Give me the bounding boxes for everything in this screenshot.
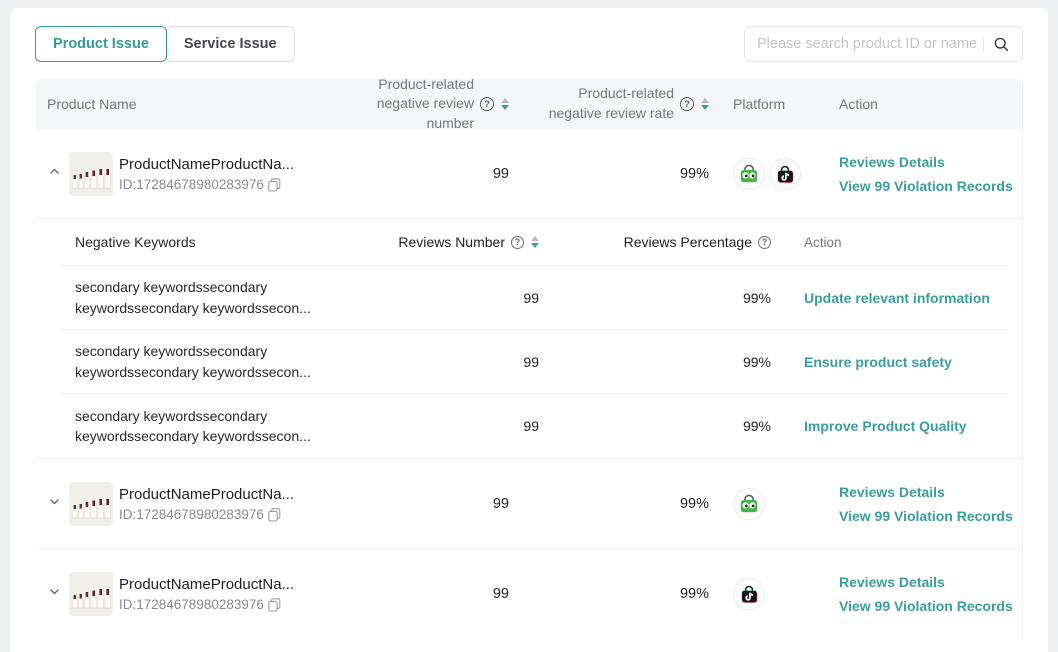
product-row: ProductNameProductNa... ID:1728467898028…: [35, 549, 1022, 639]
tab-product-issue[interactable]: Product Issue: [35, 26, 167, 62]
reviews-number-value: 99: [523, 418, 539, 434]
reviews-percentage-value: 99%: [742, 418, 771, 434]
reviews-percentage-value: 99%: [742, 353, 771, 370]
tokopedia-icon: [733, 487, 765, 520]
product-thumbnail: [69, 572, 113, 616]
search-box[interactable]: [744, 26, 1023, 62]
negative-review-number-value: 99: [492, 165, 509, 182]
help-icon[interactable]: [480, 97, 494, 111]
keyword-row: secondary keywordssecondary keywordsseco…: [60, 330, 1009, 394]
product-issue-table: Product Name Product-related negative re…: [35, 76, 1023, 639]
copy-icon[interactable]: [267, 177, 282, 192]
product-row: ProductNameProductNa... ID:1728467898028…: [35, 129, 1022, 219]
search-divider: [983, 36, 984, 52]
update-relevant-information-link[interactable]: Update relevant information: [804, 289, 990, 306]
keyword-row: secondary keywordssecondary keywordsseco…: [60, 394, 1009, 458]
view-violation-records-link[interactable]: View 99 Violation Records: [839, 177, 1013, 194]
sort-icon[interactable]: [531, 236, 539, 248]
product-thumbnail: [69, 151, 113, 196]
product-id: ID:17284678980283976: [119, 176, 264, 192]
reviews-details-link[interactable]: Reviews Details: [839, 483, 945, 500]
col-negative-review-number: Product-related negative review number: [349, 75, 509, 134]
main-panel: Product Issue Service Issue Product Name…: [10, 8, 1048, 652]
issue-tabs: Product Issue Service Issue: [35, 26, 295, 62]
sort-icon[interactable]: [701, 98, 709, 110]
reviews-number-value: 99: [523, 289, 539, 306]
subtable-header: Negative Keywords Reviews Number Reviews…: [60, 219, 1009, 266]
reviews-details-link[interactable]: Reviews Details: [839, 574, 945, 590]
expand-icon[interactable]: [48, 585, 61, 598]
product-thumbnail: [69, 481, 113, 526]
tab-service-issue[interactable]: Service Issue: [165, 26, 295, 62]
negative-review-rate-value: 99%: [679, 495, 709, 512]
negative-review-number-value: 99: [492, 495, 509, 512]
negative-keyword: secondary keywordssecondary keywordsseco…: [75, 343, 311, 380]
tokopedia-icon: [733, 157, 765, 190]
help-icon[interactable]: [680, 97, 694, 111]
negative-review-rate-value: 99%: [679, 165, 709, 182]
negative-review-rate-value: 99%: [679, 586, 709, 602]
tiktok-shop-icon: [733, 578, 765, 610]
copy-icon[interactable]: [267, 597, 282, 612]
col-platform: Platform: [733, 96, 786, 112]
reviews-details-link[interactable]: Reviews Details: [839, 153, 945, 170]
sub-col-action: Action: [804, 234, 842, 250]
product-name: ProductNameProductNa...: [119, 485, 295, 503]
search-input[interactable]: [757, 36, 978, 52]
copy-icon[interactable]: [267, 507, 282, 522]
view-violation-records-link[interactable]: View 99 Violation Records: [839, 507, 1013, 524]
col-negative-review-rate: Product-related negative review rate: [509, 84, 709, 123]
collapse-icon[interactable]: [48, 165, 61, 178]
product-name: ProductNameProductNa...: [119, 576, 295, 593]
view-violation-records-link[interactable]: View 99 Violation Records: [839, 598, 1013, 614]
sort-icon[interactable]: [501, 98, 509, 110]
search-icon[interactable]: [993, 36, 1010, 53]
toolbar: Product Issue Service Issue: [10, 8, 1048, 79]
product-row: ProductNameProductNa... ID:1728467898028…: [35, 459, 1022, 549]
reviews-number-value: 99: [523, 353, 539, 370]
negative-keyword: secondary keywordssecondary keywordsseco…: [75, 279, 311, 316]
help-icon[interactable]: [511, 235, 524, 249]
reviews-percentage-value: 99%: [742, 289, 771, 306]
expand-icon[interactable]: [48, 495, 61, 508]
tiktok-shop-icon: [769, 157, 801, 190]
col-product-name: Product Name: [47, 96, 137, 112]
col-action: Action: [839, 96, 878, 112]
sub-col-negative-keywords: Negative Keywords: [75, 233, 196, 250]
product-name: ProductNameProductNa...: [119, 155, 295, 173]
negative-review-number-value: 99: [492, 586, 509, 602]
improve-product-quality-link[interactable]: Improve Product Quality: [804, 418, 967, 434]
product-id: ID:17284678980283976: [119, 597, 264, 612]
table-header: Product Name Product-related negative re…: [35, 76, 1022, 131]
sub-col-reviews-percentage: Reviews Percentage: [539, 234, 771, 250]
keyword-row: secondary keywordssecondary keywordsseco…: [60, 266, 1009, 330]
help-icon[interactable]: [758, 235, 771, 249]
negative-keywords-subtable: Negative Keywords Reviews Number Reviews…: [35, 219, 1022, 459]
product-id: ID:17284678980283976: [119, 506, 264, 522]
sub-col-reviews-number: Reviews Number: [389, 234, 539, 250]
negative-keyword: secondary keywordssecondary keywordsseco…: [75, 407, 311, 444]
ensure-product-safety-link[interactable]: Ensure product safety: [804, 353, 952, 370]
